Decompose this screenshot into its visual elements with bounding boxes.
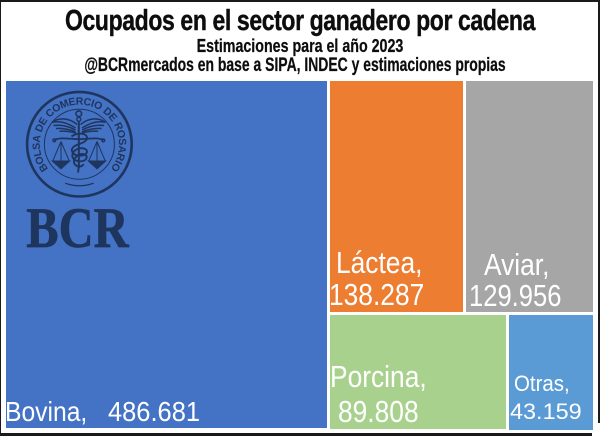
svg-text:A: A bbox=[31, 134, 44, 143]
svg-text:R: R bbox=[113, 152, 127, 163]
svg-text:S: S bbox=[31, 142, 43, 150]
svg-text:I: I bbox=[89, 98, 96, 110]
svg-text:L: L bbox=[31, 148, 44, 157]
svg-text:S: S bbox=[116, 138, 128, 146]
svg-text:C: C bbox=[82, 96, 92, 109]
svg-text:I: I bbox=[112, 158, 124, 166]
svg-text:M: M bbox=[58, 97, 71, 111]
svg-text:R: R bbox=[76, 96, 84, 108]
svg-text:BCR: BCR bbox=[26, 197, 129, 259]
svg-text:D: D bbox=[33, 122, 47, 134]
svg-text:E: E bbox=[68, 96, 77, 109]
svg-text:O: O bbox=[114, 129, 128, 140]
svg-text:A: A bbox=[115, 145, 128, 154]
